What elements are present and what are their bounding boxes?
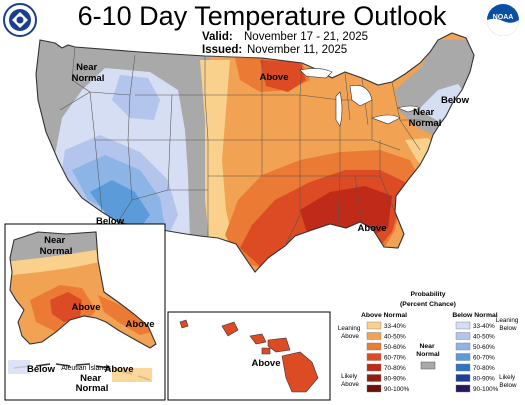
- issued-value: November 11, 2025: [247, 44, 347, 56]
- legend-above-swatch-0: [366, 321, 382, 330]
- label-hi-above: Above: [251, 358, 280, 369]
- label-aleutian-above: Above: [104, 364, 133, 375]
- label-conus-northeast-near: Near Normal: [409, 107, 442, 129]
- legend-above-swatch-1: [366, 332, 382, 340]
- label-ak-near: Near Normal: [40, 235, 73, 257]
- legend-title-line1: Probability: [410, 291, 445, 298]
- legend-above-swatch-4: [366, 363, 382, 372]
- valid-label: Valid:: [202, 31, 233, 43]
- conus-borders: [35, 32, 475, 273]
- legend-below-header: Below Normal: [452, 312, 497, 319]
- label-ak-near-l2: Normal: [40, 246, 73, 257]
- label-ak-above: Above: [71, 302, 100, 313]
- noaa-logo-text: NOAA: [493, 14, 514, 21]
- valid-value: November 17 - 21, 2025: [244, 31, 368, 43]
- legend-above-range-5: 80-90%: [384, 376, 406, 383]
- label-aleutian-near: Near Normal: [76, 373, 109, 394]
- label-ak-near-l1: Near: [44, 235, 65, 246]
- legend-below-swatch-2: [455, 342, 471, 351]
- legend: Probability (Percent Chance) Above Norma…: [338, 291, 520, 393]
- legend-leaning-below-l1: Leaning: [496, 317, 519, 324]
- legend-leaning-above-l1: Leaning: [338, 325, 361, 332]
- legend-below-range-0: 33-40%: [473, 323, 495, 330]
- label-conus-northwest: Near Normal: [72, 62, 105, 84]
- legend-likely-above-l1: Likely: [341, 373, 358, 380]
- legend-below-swatch-6: [455, 384, 471, 393]
- legend-above-range-2: 50-60%: [384, 344, 406, 351]
- legend-near-label-l2: Normal: [416, 351, 440, 358]
- label-aleutian-title: Aleutian Islands: [61, 365, 111, 372]
- legend-above-range-3: 60-70%: [384, 355, 406, 362]
- label-ak-below: Below: [27, 364, 56, 375]
- legend-above-swatch-3: [366, 353, 382, 361]
- legend-below-swatch-0: [455, 321, 471, 330]
- legend-below-range-5: 80-90%: [473, 376, 495, 383]
- legend-title-line2: (Percent Chance): [400, 301, 456, 308]
- legend-likely-below-l1: Likely: [499, 374, 516, 381]
- label-ak-above-se: Above: [125, 319, 154, 330]
- legend-leaning-above-l2: Above: [341, 333, 359, 340]
- label-conus-southeast: Above: [357, 223, 386, 234]
- legend-leaning-above: Leaning Above: [338, 325, 362, 340]
- legend-below-swatches: 33-40% 40-50% 50-60% 60-70% 70-80% 80-90% 90-1…: [455, 321, 499, 393]
- legend-above-swatch-2: [366, 342, 382, 351]
- label-conus-northwest-l2: Normal: [72, 73, 105, 84]
- hawaii-inset: Above: [167, 311, 331, 401]
- legend-below-range-6: 90-100%: [473, 386, 499, 393]
- label-conus-southwest: Below: [96, 216, 125, 227]
- label-conus-north: Above: [259, 72, 288, 83]
- legend-leaning-below: Leaning Below: [496, 317, 520, 332]
- label-conus-northeast-near-l2: Normal: [409, 118, 442, 129]
- legend-below-swatch-3: [455, 353, 471, 361]
- legend-leaning-below-l2: Below: [499, 325, 517, 332]
- legend-likely-below-l2: Below: [499, 382, 517, 389]
- legend-near-label-l1: Near: [419, 343, 434, 350]
- legend-likely-below: Likely Below: [499, 374, 517, 389]
- legend-below-range-1: 40-50%: [473, 334, 495, 341]
- alaska-inset: Near Normal Above Above Below Aleutian I…: [4, 223, 166, 401]
- legend-above-range-1: 40-50%: [384, 334, 406, 341]
- legend-likely-above-l2: Above: [341, 381, 359, 388]
- label-conus-northeast-below: Below: [441, 95, 470, 106]
- issued-label: Issued:: [202, 44, 242, 56]
- legend-below-swatch-4: [455, 363, 471, 372]
- noaa-logo: NOAA: [487, 4, 519, 36]
- legend-near-swatch: [420, 361, 436, 370]
- legend-above-range-6: 90-100%: [384, 386, 410, 393]
- legend-above-header: Above Normal: [361, 312, 407, 319]
- label-conus-northeast-near-l1: Near: [413, 107, 434, 118]
- label-conus-northwest-l1: Near: [76, 62, 97, 73]
- legend-below-range-2: 50-60%: [473, 344, 495, 351]
- label-aleutian-near-l2: Normal: [76, 383, 109, 394]
- label-aleutian-near-l1: Near: [80, 373, 101, 384]
- legend-above-swatch-5: [366, 374, 382, 382]
- legend-above-range-0: 33-40%: [384, 323, 406, 330]
- legend-above-swatch-6: [366, 384, 382, 393]
- page-title: 6-10 Day Temperature Outlook: [78, 1, 447, 31]
- legend-below-range-4: 70-80%: [473, 365, 495, 372]
- legend-likely-above: Likely Above: [341, 373, 359, 388]
- legend-near-label: Near Normal: [416, 343, 440, 358]
- legend-below-swatch-1: [455, 332, 471, 340]
- legend-below-swatch-5: [455, 374, 471, 382]
- legend-below-range-3: 60-70%: [473, 355, 495, 362]
- dept-commerce-logo: [3, 3, 37, 37]
- legend-above-swatches: 33-40% 40-50% 50-60% 60-70% 70-80% 80-90% 90-1…: [366, 321, 410, 393]
- legend-above-range-4: 70-80%: [384, 365, 406, 372]
